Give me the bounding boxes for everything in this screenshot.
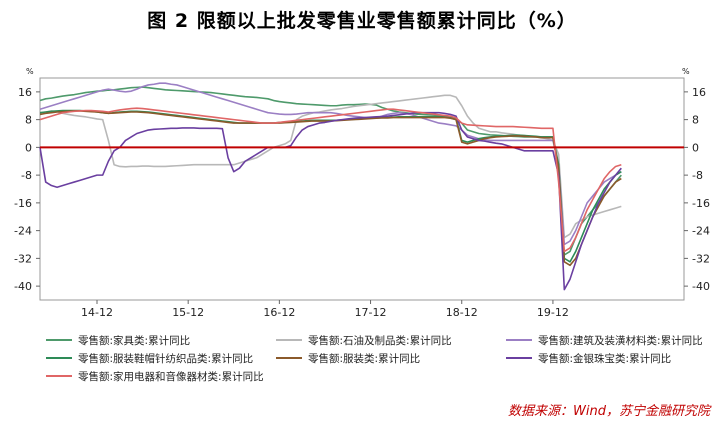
y-tick-label-left: -16 [14, 197, 32, 210]
legend-label: 零售额:家具类:累计同比 [78, 335, 191, 347]
legend-label: 零售额:服装鞋帽针纺织品类:累计同比 [78, 353, 254, 365]
x-tick-label: 14-12 [81, 306, 113, 319]
y-tick-label-left: 16 [18, 86, 32, 99]
legend-swatch [46, 375, 72, 377]
legend-label: 零售额:石油及制品类:累计同比 [308, 335, 452, 347]
x-tick-label: 19-12 [537, 306, 569, 319]
x-tick-label: 17-12 [355, 306, 387, 319]
legend-label: 零售额:金银珠宝类:累计同比 [538, 353, 672, 365]
y-unit-left: % [26, 67, 34, 76]
y-tick-label-left: -32 [14, 252, 32, 265]
legend-swatch [276, 339, 302, 341]
y-tick-label-right: -8 [692, 169, 703, 182]
y-tick-label-left: -40 [14, 280, 32, 293]
y-unit-right: % [682, 67, 690, 76]
series-line-3 [39, 82, 622, 246]
chart-title: 图 2 限额以上批发零售业零售额累计同比（%） [147, 10, 577, 32]
series-line-7 [39, 107, 622, 253]
series-line-4 [39, 109, 622, 263]
legend-label: 零售额:家用电器和音像器材类:累计同比 [78, 371, 264, 383]
y-tick-label-left: -24 [14, 225, 32, 238]
x-tick-label: 18-12 [446, 306, 478, 319]
y-tick-label-right: -32 [692, 252, 710, 265]
series-line-6 [39, 111, 622, 291]
x-tick-label: 15-12 [172, 306, 204, 319]
legend-label: 零售额:建筑及装潢材料类:累计同比 [538, 335, 703, 347]
legend-swatch [506, 339, 532, 341]
plot-frame [39, 77, 685, 301]
series-line-5 [39, 110, 622, 267]
legend-swatch [46, 339, 72, 341]
y-tick-label-left: 0 [25, 141, 32, 154]
legend-swatch [506, 357, 532, 359]
y-tick-label-right: -24 [692, 225, 710, 238]
source-note: 数据来源：Wind，苏宁金融研究院 [508, 404, 710, 419]
y-tick-label-right: 8 [692, 114, 699, 127]
y-tick-label-right: 16 [692, 86, 706, 99]
y-tick-label-left: -8 [21, 169, 32, 182]
y-tick-label-right: -16 [692, 197, 710, 210]
legend-label: 零售额:服装类:累计同比 [308, 353, 421, 365]
legend-swatch [46, 357, 72, 359]
y-tick-label-right: -40 [692, 280, 710, 293]
y-tick-label-left: 8 [25, 114, 32, 127]
legend-swatch [276, 357, 302, 359]
x-tick-label: 16-12 [263, 306, 295, 319]
y-tick-label-right: 0 [692, 141, 699, 154]
